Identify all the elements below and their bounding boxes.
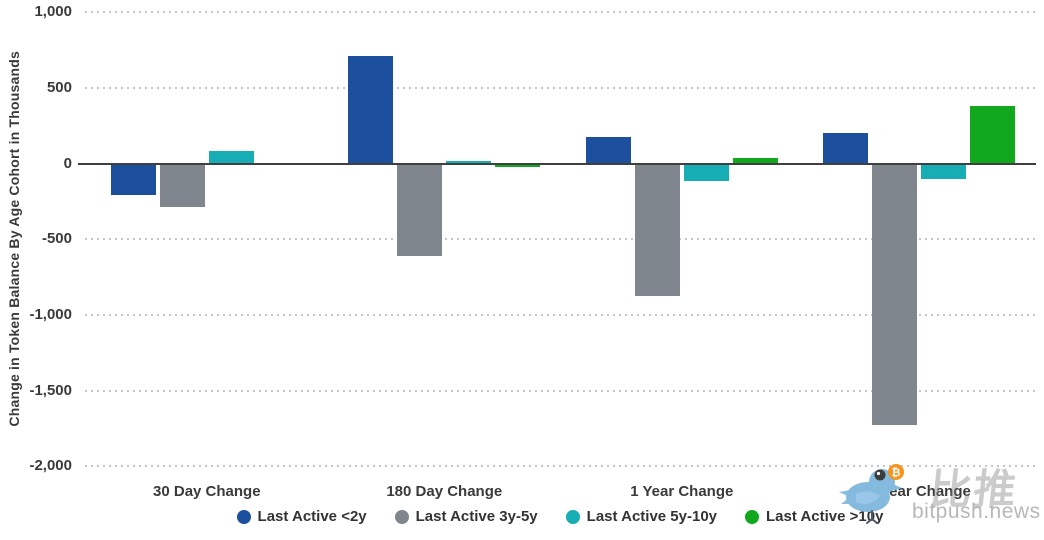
- bar-2-0: [208, 150, 254, 164]
- y-tick-label: -2,000: [29, 457, 72, 475]
- gridline: [85, 11, 1035, 14]
- y-tick-label: 1,000: [34, 3, 72, 21]
- bar-1-3: [872, 163, 918, 426]
- y-tick-label: 0: [63, 154, 72, 172]
- y-tick-label: -1,500: [29, 381, 72, 399]
- bar-3-1: [495, 163, 541, 168]
- bar-0-1: [348, 56, 394, 164]
- legend-label: Last Active <2y: [257, 508, 367, 525]
- bar-2-2: [683, 163, 729, 182]
- y-tick-label: -500: [41, 230, 72, 248]
- zero-axis-line: [78, 162, 1036, 165]
- bar-2-3: [921, 163, 967, 179]
- svg-text:₿: ₿: [892, 466, 901, 479]
- bar-1-1: [397, 163, 443, 256]
- gridline: [85, 465, 1035, 468]
- legend-item: Last Active <2y: [236, 508, 367, 525]
- bar-1-0: [159, 163, 205, 207]
- x-axis-label: 30 Day Change: [153, 483, 261, 500]
- gridline: [85, 389, 1035, 392]
- legend-dot-icon: [565, 509, 580, 524]
- legend-dot-icon: [236, 509, 251, 524]
- bar-2-1: [446, 161, 492, 164]
- gridline: [85, 87, 1035, 89]
- bar-0-2: [585, 137, 631, 164]
- chart-legend: Last Active <2y Last Active 3y-5y Last Act…: [85, 508, 1035, 525]
- legend-label: Last Active 3y-5y: [415, 508, 538, 525]
- legend-dot-icon: [394, 509, 409, 524]
- legend-item: Last Active 5y-10y: [565, 508, 718, 525]
- x-axis-label: 1 Year Change: [630, 483, 734, 500]
- x-axis-label: 2 Year Change: [867, 483, 971, 500]
- legend-item: Last Active >10y: [745, 508, 883, 525]
- bar-0-0: [110, 163, 156, 195]
- legend-label: Last Active 5y-10y: [586, 508, 718, 525]
- y-tick-label: -1,000: [29, 306, 72, 323]
- legend-item: Last Active 3y-5y: [394, 508, 538, 525]
- gridline: [85, 238, 1035, 241]
- x-axis-label: 180 Day Change: [386, 483, 503, 500]
- legend-dot-icon: [745, 509, 760, 524]
- bar-3-2: [732, 157, 778, 164]
- bar-1-2: [634, 163, 680, 297]
- legend-label: Last Active >10y: [766, 508, 884, 525]
- bar-3-3: [970, 106, 1016, 164]
- bar-0-3: [823, 132, 869, 164]
- gridline: [85, 314, 1035, 316]
- y-tick-label: 500: [46, 79, 72, 96]
